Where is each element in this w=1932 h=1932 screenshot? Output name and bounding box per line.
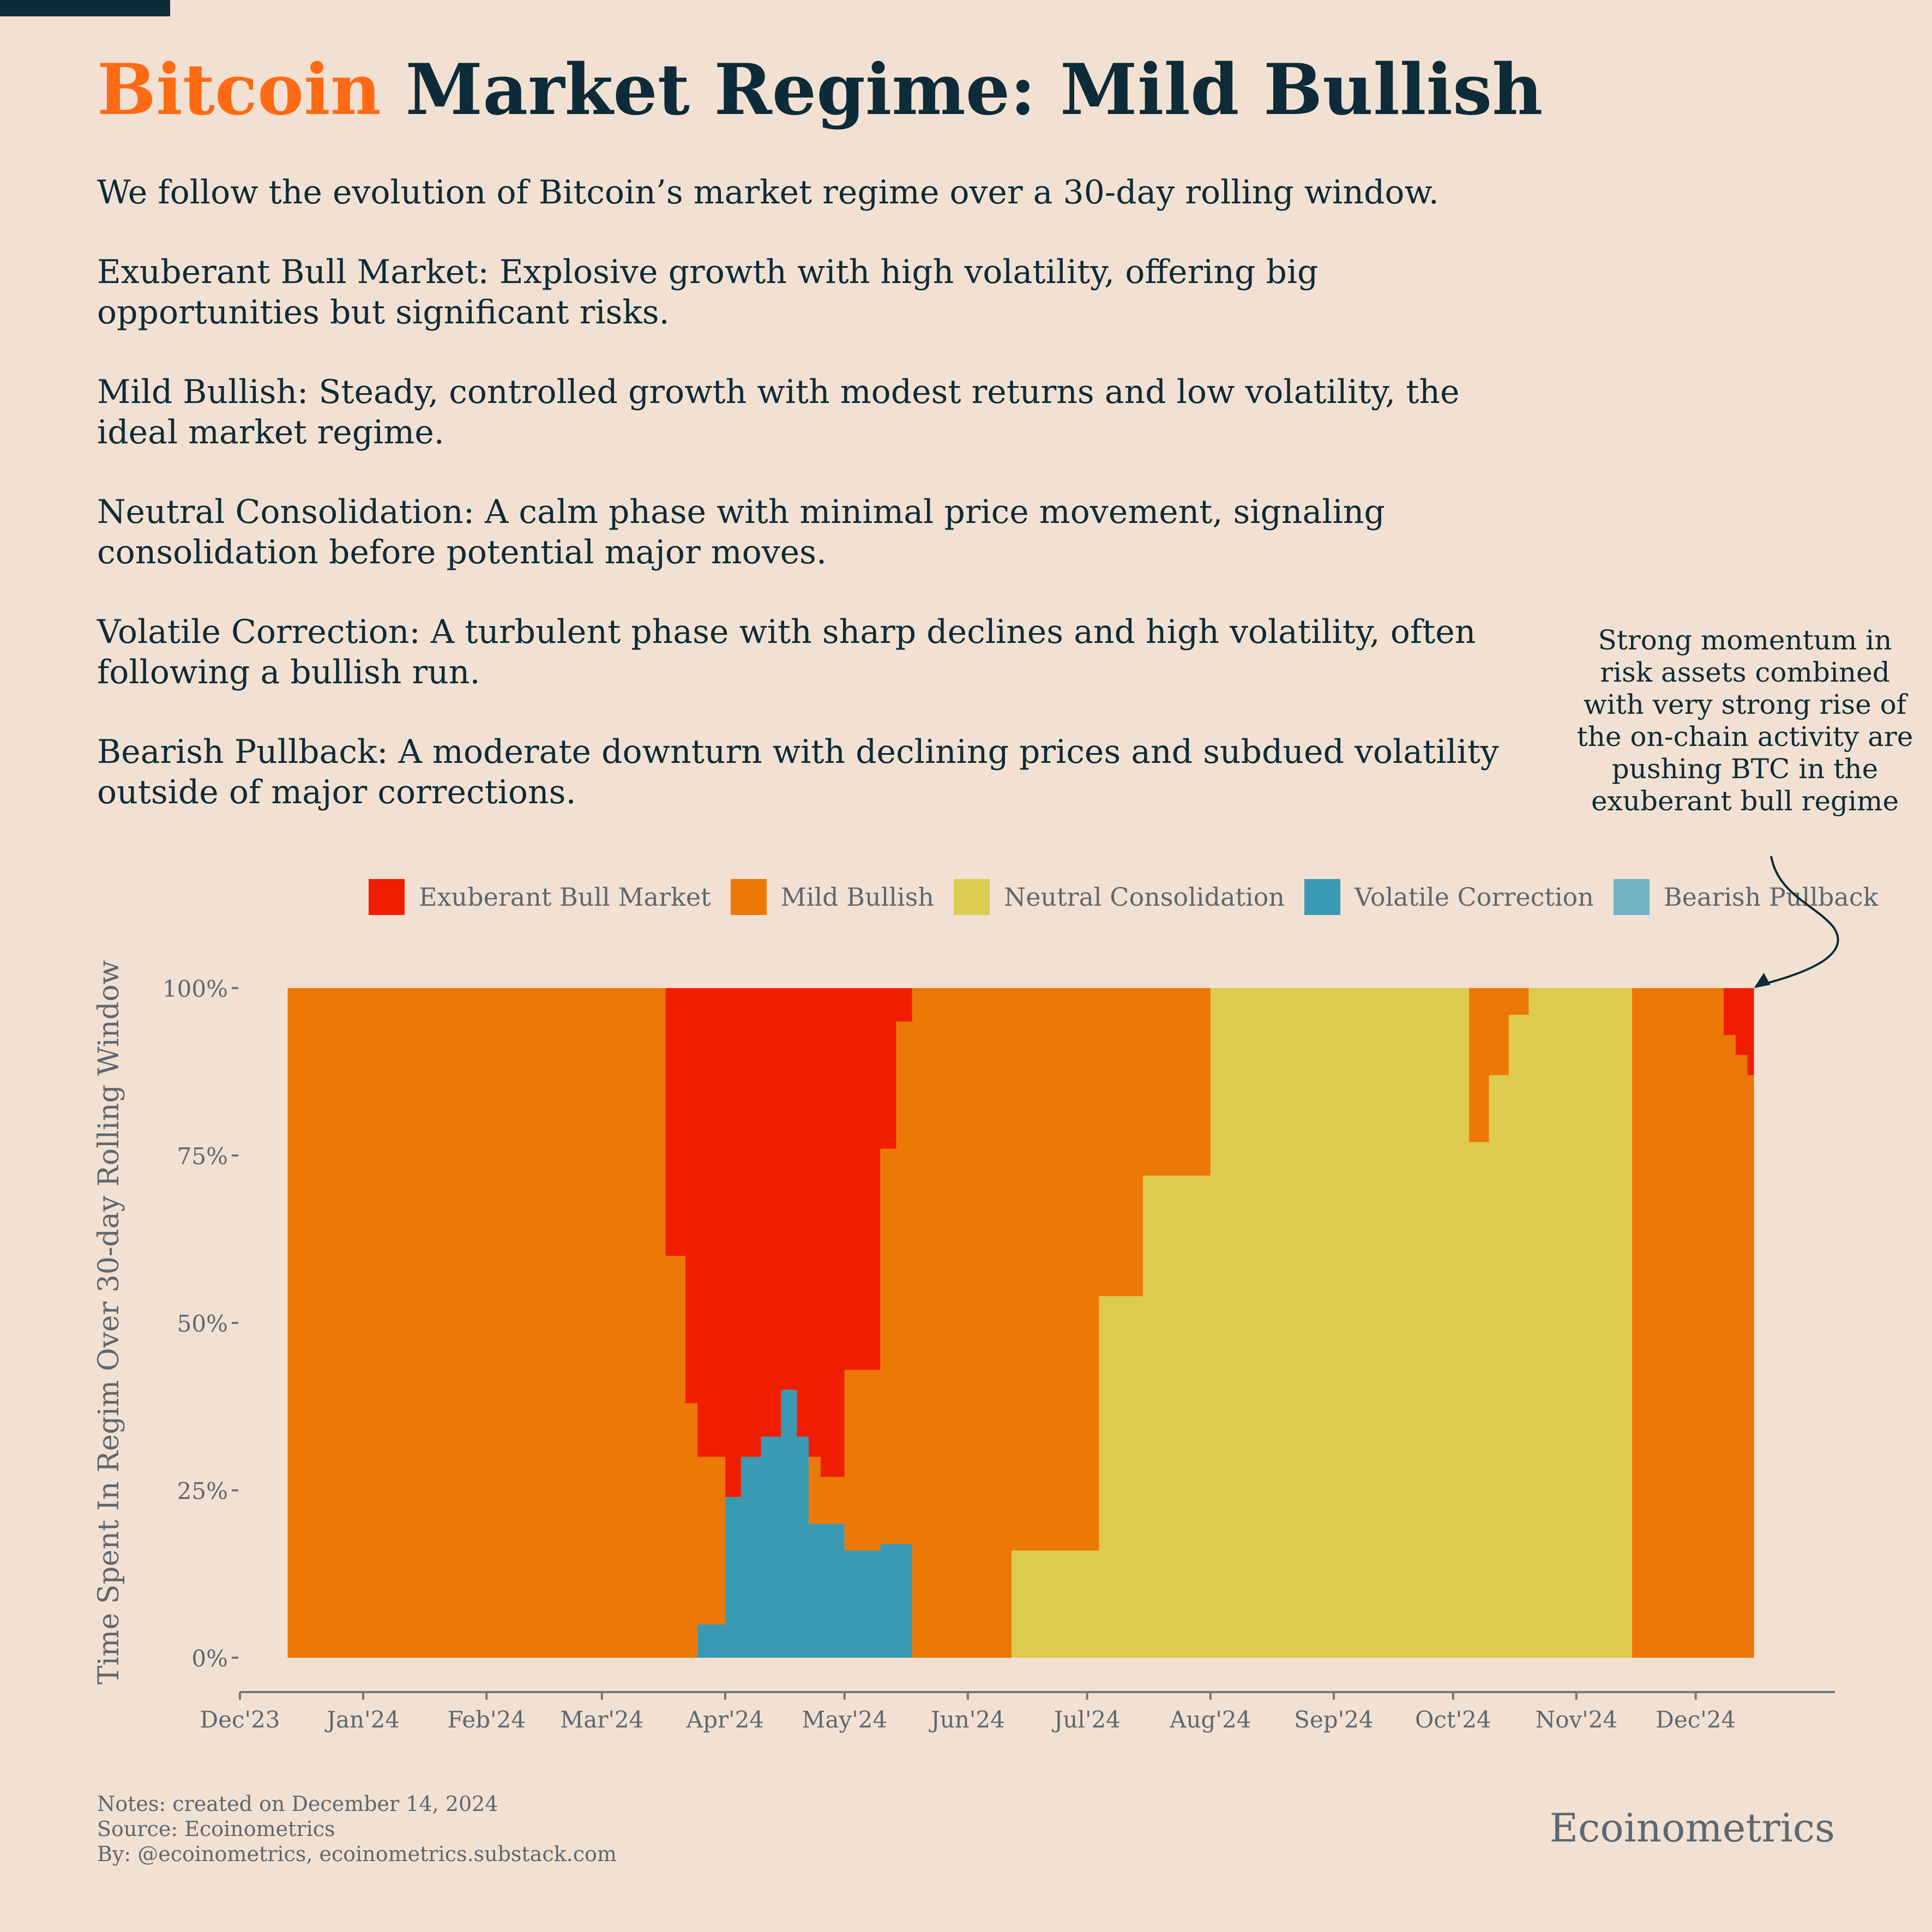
intro-paragraph: Exuberant Bull Market: Explosive growth … [97,253,1319,332]
x-tick-label: Jan'24 [324,1706,400,1733]
x-tick-label: Dec'24 [1656,1706,1736,1733]
x-tick-label: May'24 [802,1706,887,1733]
x-tick-label: Jul'24 [1052,1706,1121,1733]
legend-item-bearish-pullback: Bearish Pullback [1613,879,1879,915]
x-tick-label: Sep'24 [1294,1706,1374,1733]
annotation-arrowhead-icon [1754,973,1771,988]
y-tick-label: 0% [191,1645,228,1672]
notes-byline: By: @ecoinometrics, ecoinometrics.substa… [97,1842,617,1866]
page-title: Bitcoin Market Regime: Mild Bullish [97,44,1543,136]
x-tick-label: Jun'24 [929,1706,1005,1733]
legend-swatch [1304,879,1340,915]
x-tick-label: Oct'24 [1415,1706,1491,1733]
legend-swatch [369,879,405,915]
title-accent: Bitcoin [97,49,381,131]
y-tick-label: 25% [177,1478,228,1504]
notes-source: Source: Ecoinometrics [97,1817,335,1841]
legend-item-exuberant-bull: Exuberant Bull Market [369,879,711,915]
intro-paragraph: We follow the evolution of Bitcoin’s mar… [97,173,1439,212]
title-rest: Market Regime: Mild Bullish [381,49,1543,131]
x-tick-label: Apr'24 [686,1706,764,1733]
annotation-arrow-line [1760,856,1839,986]
series-area-mild-bullish [287,988,1754,1658]
legend-label: Exuberant Bull Market [419,882,711,912]
legend-item-neutral-consolidation: Neutral Consolidation [953,879,1285,915]
legend-swatch [730,879,767,915]
y-tick-label: 50% [177,1310,228,1337]
legend-label: Mild Bullish [780,882,934,912]
legend-swatch [953,879,990,915]
notes-created: Notes: created on December 14, 2024 [97,1792,498,1816]
chart-legend: Exuberant Bull Market Mild Bullish Neutr… [369,878,1898,916]
legend-label: Volatile Correction [1354,882,1594,912]
series-area-neutral-consolidation [287,988,1754,1658]
brand-logo-text: Ecoinometrics [1549,1805,1835,1851]
x-tick-label: Dec'23 [200,1706,280,1733]
intro-paragraph: Bearish Pullback: A moderate downturn wi… [97,733,1499,811]
legend-item-volatile-correction: Volatile Correction [1304,879,1594,915]
intro-paragraph: Mild Bullish: Steady, controlled growth … [97,373,1460,452]
corner-accent-bar [0,0,170,16]
legend-label: Bearish Pullback [1663,882,1879,912]
x-tick-label: Nov'24 [1535,1706,1617,1733]
intro-paragraph: Volatile Correction: A turbulent phase w… [97,613,1476,691]
chart-annotation: Strong momentum in risk assets combined … [1576,624,1913,817]
x-tick-label: Mar'24 [560,1706,643,1733]
x-tick-label: Feb'24 [447,1706,526,1733]
legend-item-mild-bullish: Mild Bullish [730,879,934,915]
intro-text: We follow the evolution of Bitcoin’s mar… [97,172,1537,852]
legend-swatch [1613,879,1650,915]
y-tick-label: 100% [162,976,228,1002]
x-tick-label: Aug'24 [1169,1706,1251,1733]
legend-label: Neutral Consolidation [1003,882,1285,912]
chart-notes: Notes: created on December 14, 2024 Sour… [97,1791,617,1867]
intro-paragraph: Neutral Consolidation: A calm phase with… [97,493,1385,571]
y-tick-label: 75% [177,1143,228,1170]
